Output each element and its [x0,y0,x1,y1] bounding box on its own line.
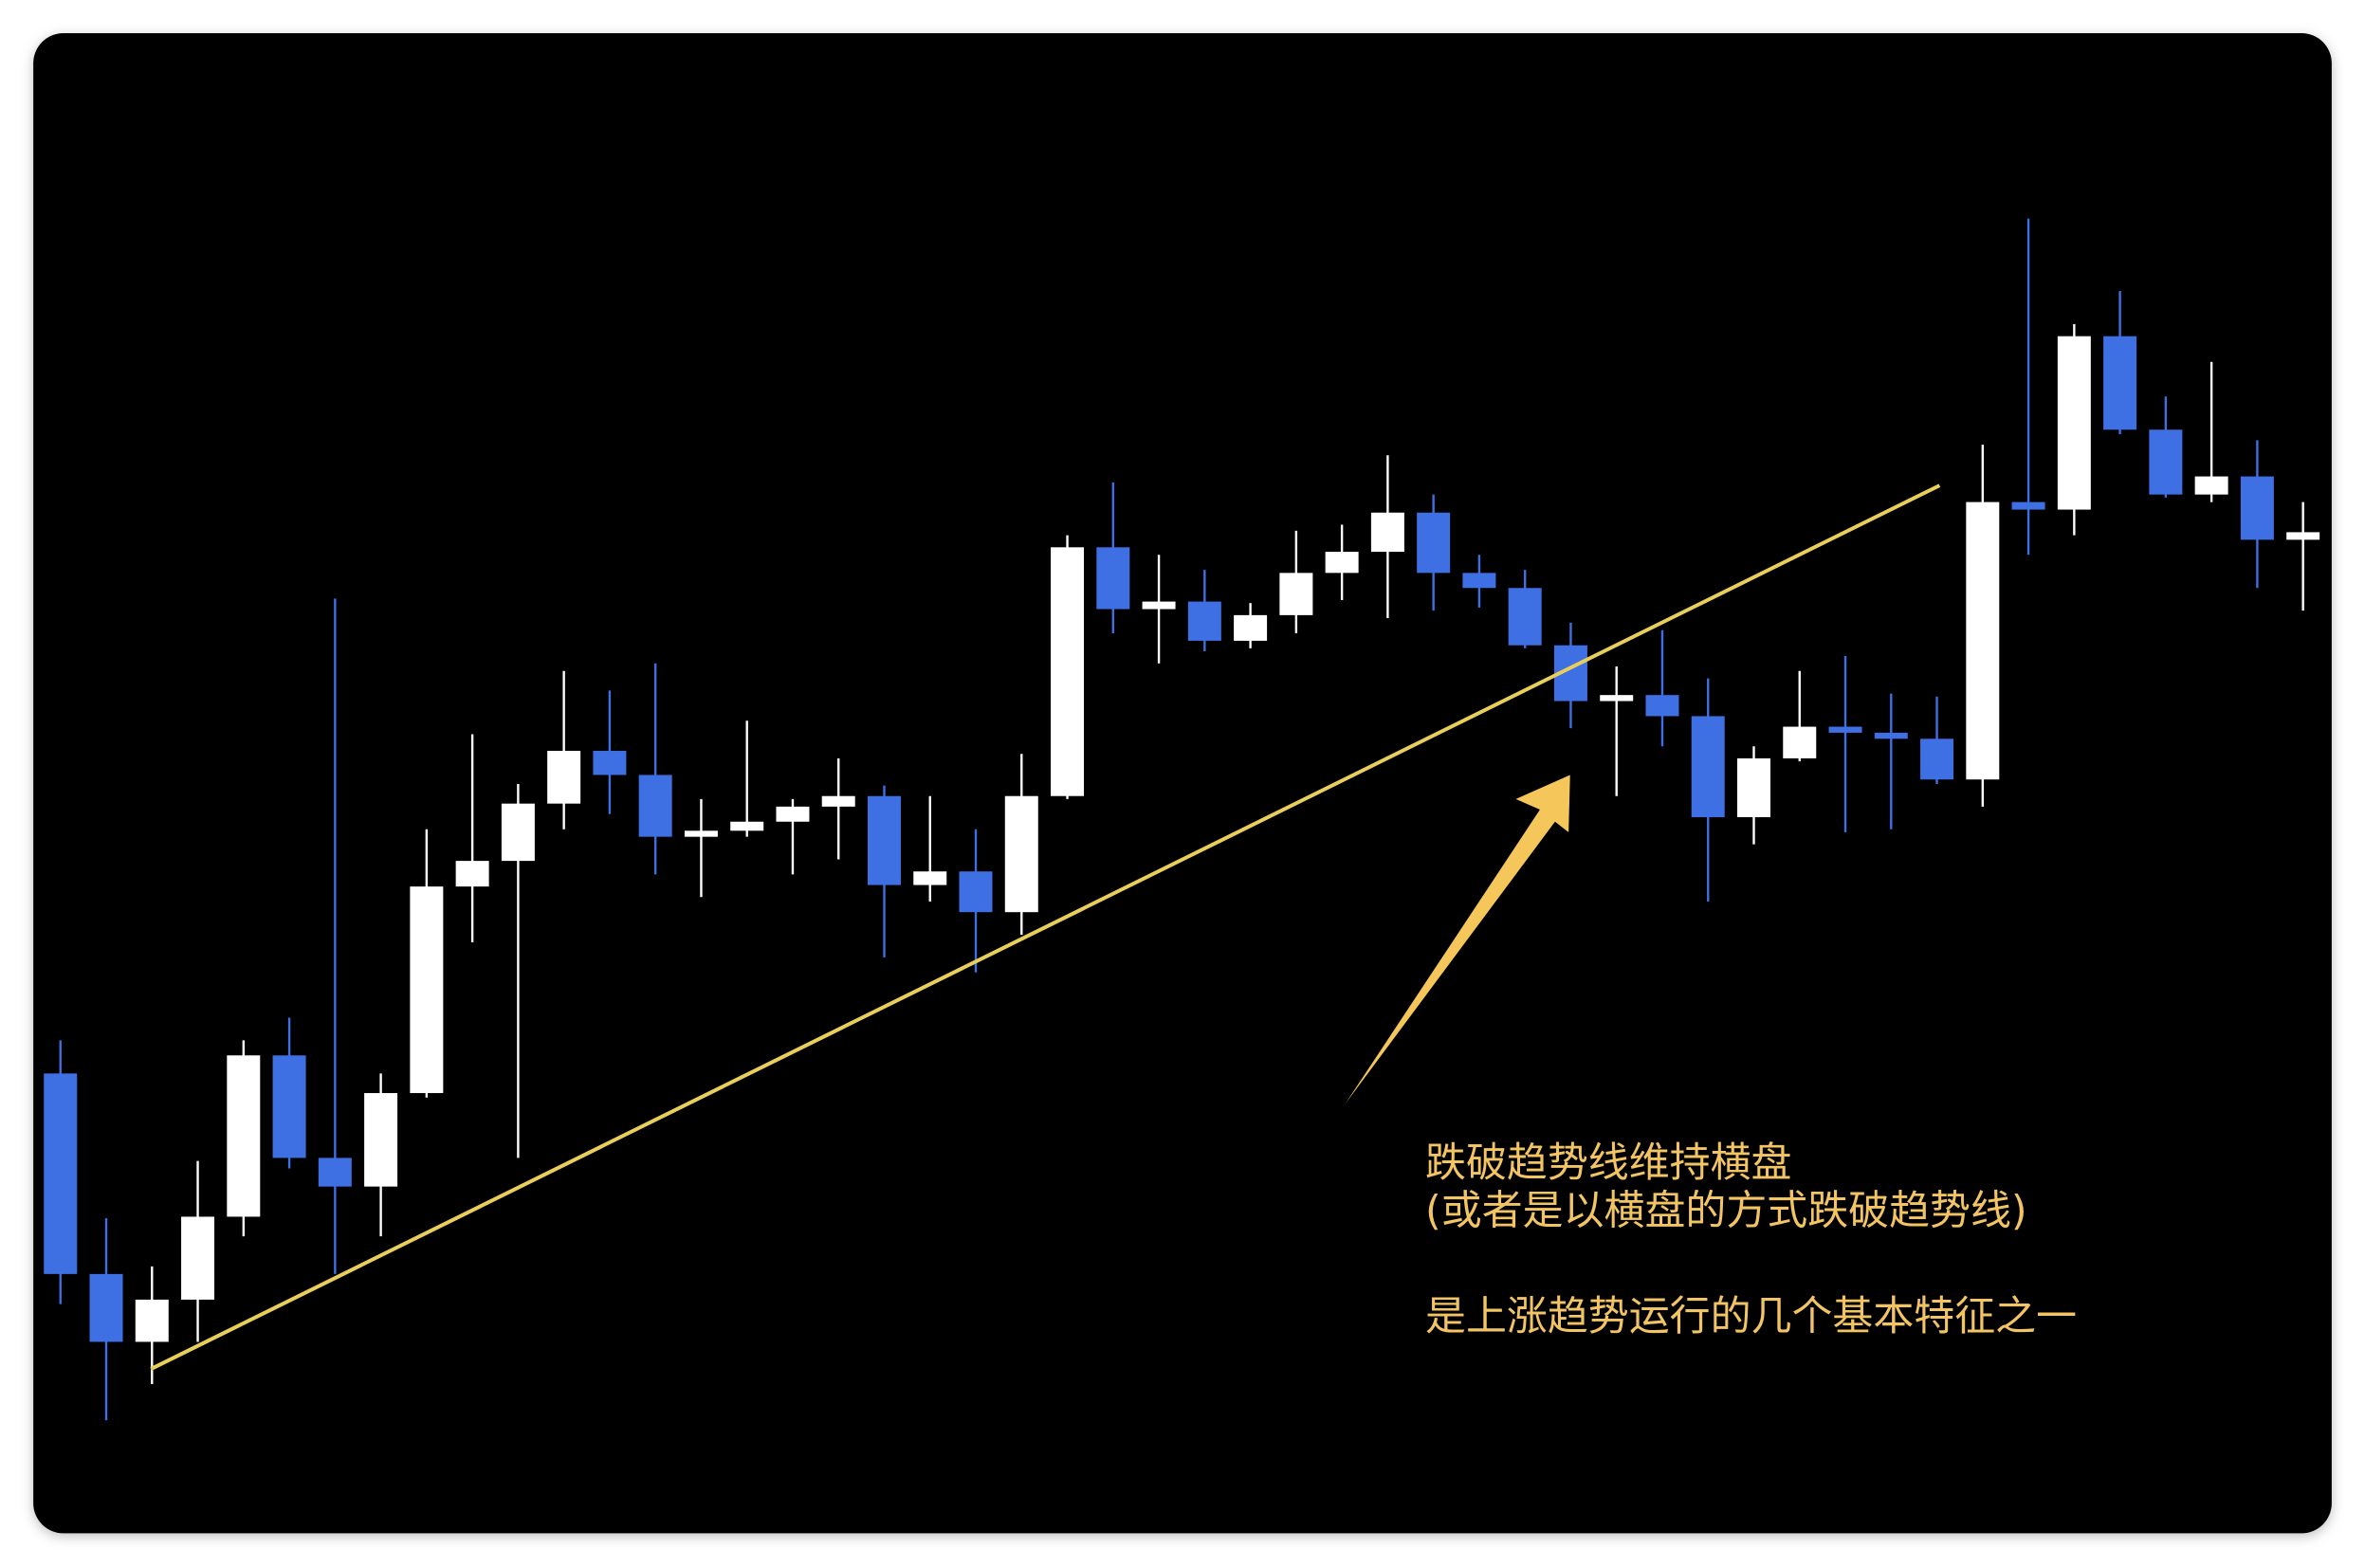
candle-body [2011,501,2045,510]
candle-body [1645,695,1679,717]
candle-body [1600,695,1634,702]
candle-body [1051,547,1085,796]
candle-body [1279,573,1313,615]
candle-body [730,821,764,831]
candle-body [1691,716,1725,817]
candle-body [913,871,947,885]
candle-body [1004,795,1038,913]
candle-body [1142,601,1176,610]
candle-body [501,803,535,862]
candle-body [1920,738,1954,780]
candle-body [455,861,489,887]
chart-background [33,32,2332,1534]
candle-body [272,1055,306,1158]
candle-body [181,1216,215,1300]
candle-body [821,795,855,807]
candle-body [1325,552,1359,574]
candle-body [1417,512,1451,574]
candle-body [1874,732,1908,739]
trend-line [150,483,1941,1371]
candle-body [410,886,444,1094]
candle-body [44,1073,78,1274]
candle-body [1737,757,1770,817]
candle-body [227,1055,261,1217]
candle-body [1187,601,1221,641]
arrow [1345,775,1570,1104]
candle-body [867,795,901,885]
candle-body [2103,336,2137,430]
candle-body [318,1158,352,1187]
candle-body [1783,726,1817,758]
candle-body [364,1093,398,1187]
candle-body [2286,532,2320,540]
annotation: (或者是以横盘的方式跌破趋势线) [1425,1188,2027,1235]
annotation: 跌破趋势线维持横盘 [1425,1140,1791,1187]
candle-body [1828,726,1862,733]
candle-body [2240,476,2274,540]
annotation: 是上涨趋势运行的几个基本特征之一 [1425,1293,2077,1340]
candle-body [1966,501,2000,780]
candle-body [1508,588,1542,646]
candle-body [1234,614,1268,641]
candle-body [638,775,672,837]
candle-body [776,806,810,822]
candle-body [684,830,718,837]
candle-body [89,1273,123,1342]
candle-body [959,871,993,913]
candle-body [2194,476,2228,495]
candle-body [547,751,581,804]
candle-body [1462,573,1496,589]
candle-body [135,1299,169,1342]
candle-body [1096,547,1130,610]
candle-body [1370,512,1404,553]
candle-body [2057,336,2091,510]
candle-body [593,751,627,775]
candle-body [2149,429,2183,495]
